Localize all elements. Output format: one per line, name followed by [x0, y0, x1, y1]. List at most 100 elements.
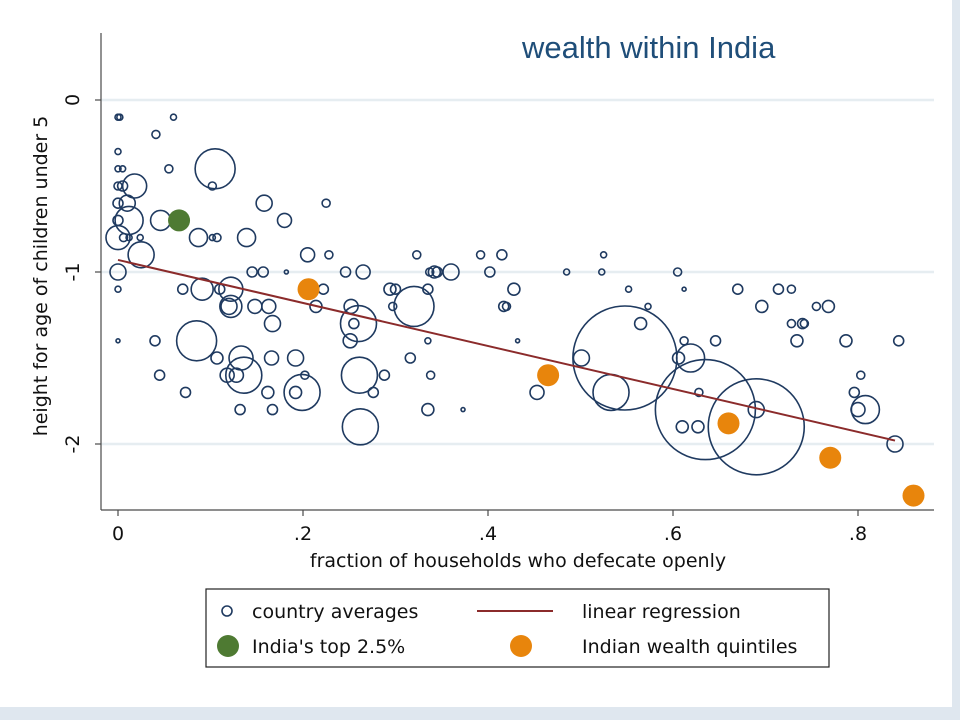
country-point — [266, 403, 279, 416]
country-point — [691, 419, 705, 434]
country-point — [190, 277, 214, 302]
quintile-points — [297, 278, 925, 507]
country-point — [496, 249, 508, 261]
x-tick-label: .2 — [294, 523, 312, 545]
country-point — [263, 350, 280, 366]
country-point — [112, 197, 124, 209]
x-tick-label: 0 — [112, 523, 124, 545]
country-point — [671, 351, 686, 365]
country-point — [188, 227, 209, 248]
country-point — [121, 173, 148, 199]
country-point — [247, 298, 263, 315]
country-point — [286, 349, 305, 367]
country-point — [118, 232, 129, 243]
country-point — [501, 301, 512, 312]
country-point — [786, 284, 797, 295]
country-point — [592, 373, 630, 412]
country-point — [404, 352, 417, 364]
country-point — [340, 356, 379, 395]
legend-regression-label: linear regression — [582, 601, 741, 623]
country-point — [624, 285, 633, 294]
country-point — [348, 317, 360, 330]
quintile-point — [717, 412, 740, 435]
country-point — [839, 333, 853, 348]
country-point — [149, 334, 161, 347]
country-point — [411, 250, 422, 260]
country-point — [389, 283, 402, 296]
country-point — [675, 343, 706, 373]
india-top-points — [168, 209, 191, 232]
x-tick-label: .8 — [849, 523, 867, 545]
country-point — [299, 247, 316, 263]
country-point — [115, 337, 121, 344]
country-point — [497, 300, 510, 313]
country-point — [892, 334, 905, 347]
country-points — [105, 113, 905, 476]
country-point — [460, 406, 466, 413]
country-point — [164, 164, 174, 174]
country-point — [339, 304, 378, 343]
country-point — [234, 403, 246, 416]
country-point — [529, 384, 545, 401]
country-point — [175, 319, 218, 362]
legend-quintile-marker — [510, 635, 532, 657]
country-point — [387, 301, 398, 312]
country-point — [786, 318, 797, 329]
country-point — [219, 294, 243, 319]
country-point — [207, 181, 218, 191]
country-point — [260, 298, 277, 315]
country-point — [799, 318, 810, 329]
country-point — [324, 250, 334, 260]
country-point — [378, 369, 391, 382]
y-axis-label: height for age of children under 5 — [30, 116, 52, 437]
country-point — [383, 282, 397, 297]
country-point — [790, 333, 804, 348]
country-point — [772, 283, 785, 296]
country-point — [176, 283, 189, 296]
country-point — [709, 334, 722, 347]
x-tick-label: .6 — [664, 523, 682, 545]
right-band — [952, 0, 960, 720]
country-point — [246, 266, 258, 278]
y-ticks: 0 -1 -2 — [62, 94, 101, 453]
country-point — [731, 283, 744, 296]
legend-country-label: country averages — [252, 601, 418, 623]
country-point — [179, 386, 192, 399]
country-point — [599, 251, 608, 259]
y-tick-label: -1 — [62, 263, 84, 282]
x-ticks: 0 .2 .4 .6 .8 — [112, 510, 867, 545]
country-point — [321, 198, 331, 208]
country-point — [341, 407, 380, 446]
country-point — [597, 268, 606, 276]
country-point — [754, 299, 769, 314]
country-point — [644, 302, 652, 311]
country-point — [425, 370, 436, 381]
country-point — [218, 276, 244, 303]
country-point — [151, 129, 161, 140]
country-point — [475, 250, 486, 260]
country-point — [339, 266, 352, 278]
country-point — [212, 232, 222, 243]
country-point — [679, 335, 689, 346]
country-point — [393, 285, 435, 328]
country-point — [514, 337, 521, 344]
country-point — [257, 266, 270, 278]
country-point — [572, 349, 591, 367]
country-point — [681, 286, 687, 293]
country-point — [125, 233, 133, 242]
country-point — [855, 370, 866, 381]
country-point — [288, 385, 303, 400]
regression-line — [117, 258, 896, 442]
country-point — [276, 212, 293, 229]
india-top-point — [168, 209, 191, 232]
grid-layer — [101, 98, 934, 446]
country-point — [355, 264, 371, 280]
country-point — [850, 394, 881, 425]
country-point — [848, 386, 861, 399]
country-point — [654, 358, 757, 461]
country-point — [442, 263, 460, 281]
country-point — [169, 113, 178, 121]
country-point — [367, 386, 380, 399]
y-tick-label: 0 — [62, 94, 84, 106]
